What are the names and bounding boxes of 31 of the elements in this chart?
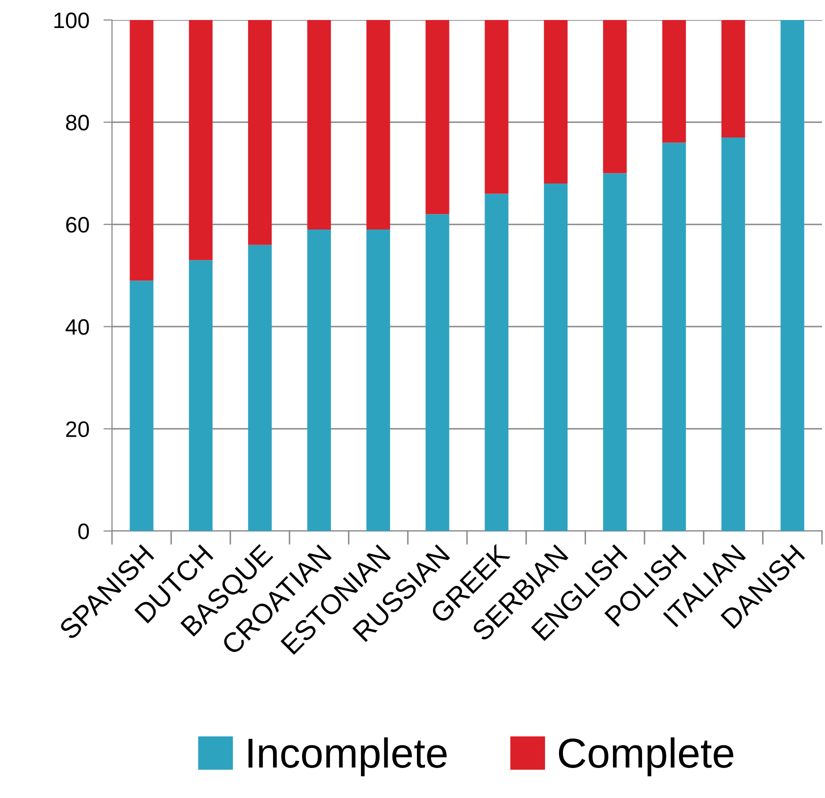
bar: [603, 20, 627, 174]
bar: [426, 20, 450, 214]
bar: [662, 142, 686, 531]
bar: [544, 184, 568, 531]
bar: [248, 244, 272, 531]
bar: [780, 20, 804, 531]
bar: [307, 20, 331, 230]
bar: [366, 20, 390, 230]
bar: [426, 214, 450, 531]
bar: [721, 138, 746, 531]
bar: [307, 230, 331, 531]
y-tick-label: 60: [66, 216, 89, 233]
bar: [188, 20, 213, 260]
bar: [130, 280, 154, 531]
y-tick-label: 100: [54, 12, 89, 28]
legend-label: Complete: [558, 737, 734, 776]
legend-label: Incomplete: [248, 737, 447, 776]
y-tick-label: 80: [66, 114, 89, 130]
y-tick-label: 0: [78, 524, 89, 540]
bar: [603, 173, 627, 531]
bar: [188, 260, 213, 531]
bar: [130, 20, 154, 281]
bar: [544, 20, 568, 184]
bar: [662, 20, 686, 143]
bar: [721, 20, 746, 138]
y-tick-label: 40: [66, 319, 89, 335]
bar: [484, 20, 508, 194]
bar: [484, 194, 508, 531]
bar: [248, 20, 272, 245]
bar: [366, 230, 390, 531]
y-tick-label: 20: [66, 421, 89, 438]
